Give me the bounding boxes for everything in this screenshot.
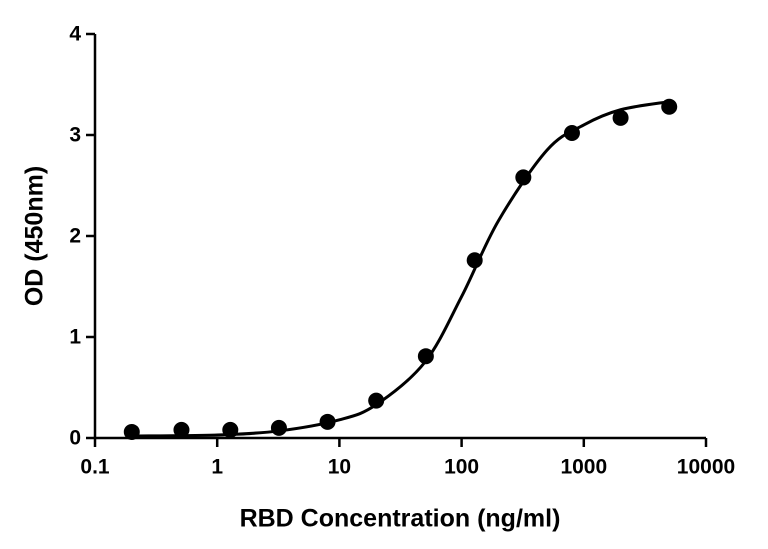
data-point <box>222 421 239 438</box>
y-tick-label: 4 <box>69 23 81 46</box>
data-point <box>466 252 483 269</box>
data-point <box>612 109 629 126</box>
x-tick-label: 100 <box>444 456 479 479</box>
y-axis-title: OD (450nm) <box>21 166 49 306</box>
data-point <box>417 348 434 365</box>
data-point <box>319 413 336 430</box>
data-point <box>515 169 532 186</box>
data-point <box>563 124 580 141</box>
data-point <box>173 421 190 438</box>
data-point <box>661 98 678 115</box>
x-axis-title: RBD Concentration (ng/ml) <box>240 505 561 533</box>
y-tick-label: 1 <box>69 326 81 349</box>
y-tick-label: 0 <box>69 427 81 450</box>
y-tick-label: 2 <box>69 225 81 248</box>
x-tick-label: 0.1 <box>80 456 110 479</box>
x-tick-label: 10 <box>328 456 351 479</box>
x-tick-label: 10000 <box>677 456 735 479</box>
fit-curve <box>131 100 670 438</box>
data-point <box>123 423 140 440</box>
data-point <box>368 392 385 409</box>
x-tick-label: 1000 <box>560 456 607 479</box>
y-tick-label: 3 <box>69 124 81 147</box>
data-point <box>270 419 287 436</box>
x-tick-label: 1 <box>211 456 223 479</box>
